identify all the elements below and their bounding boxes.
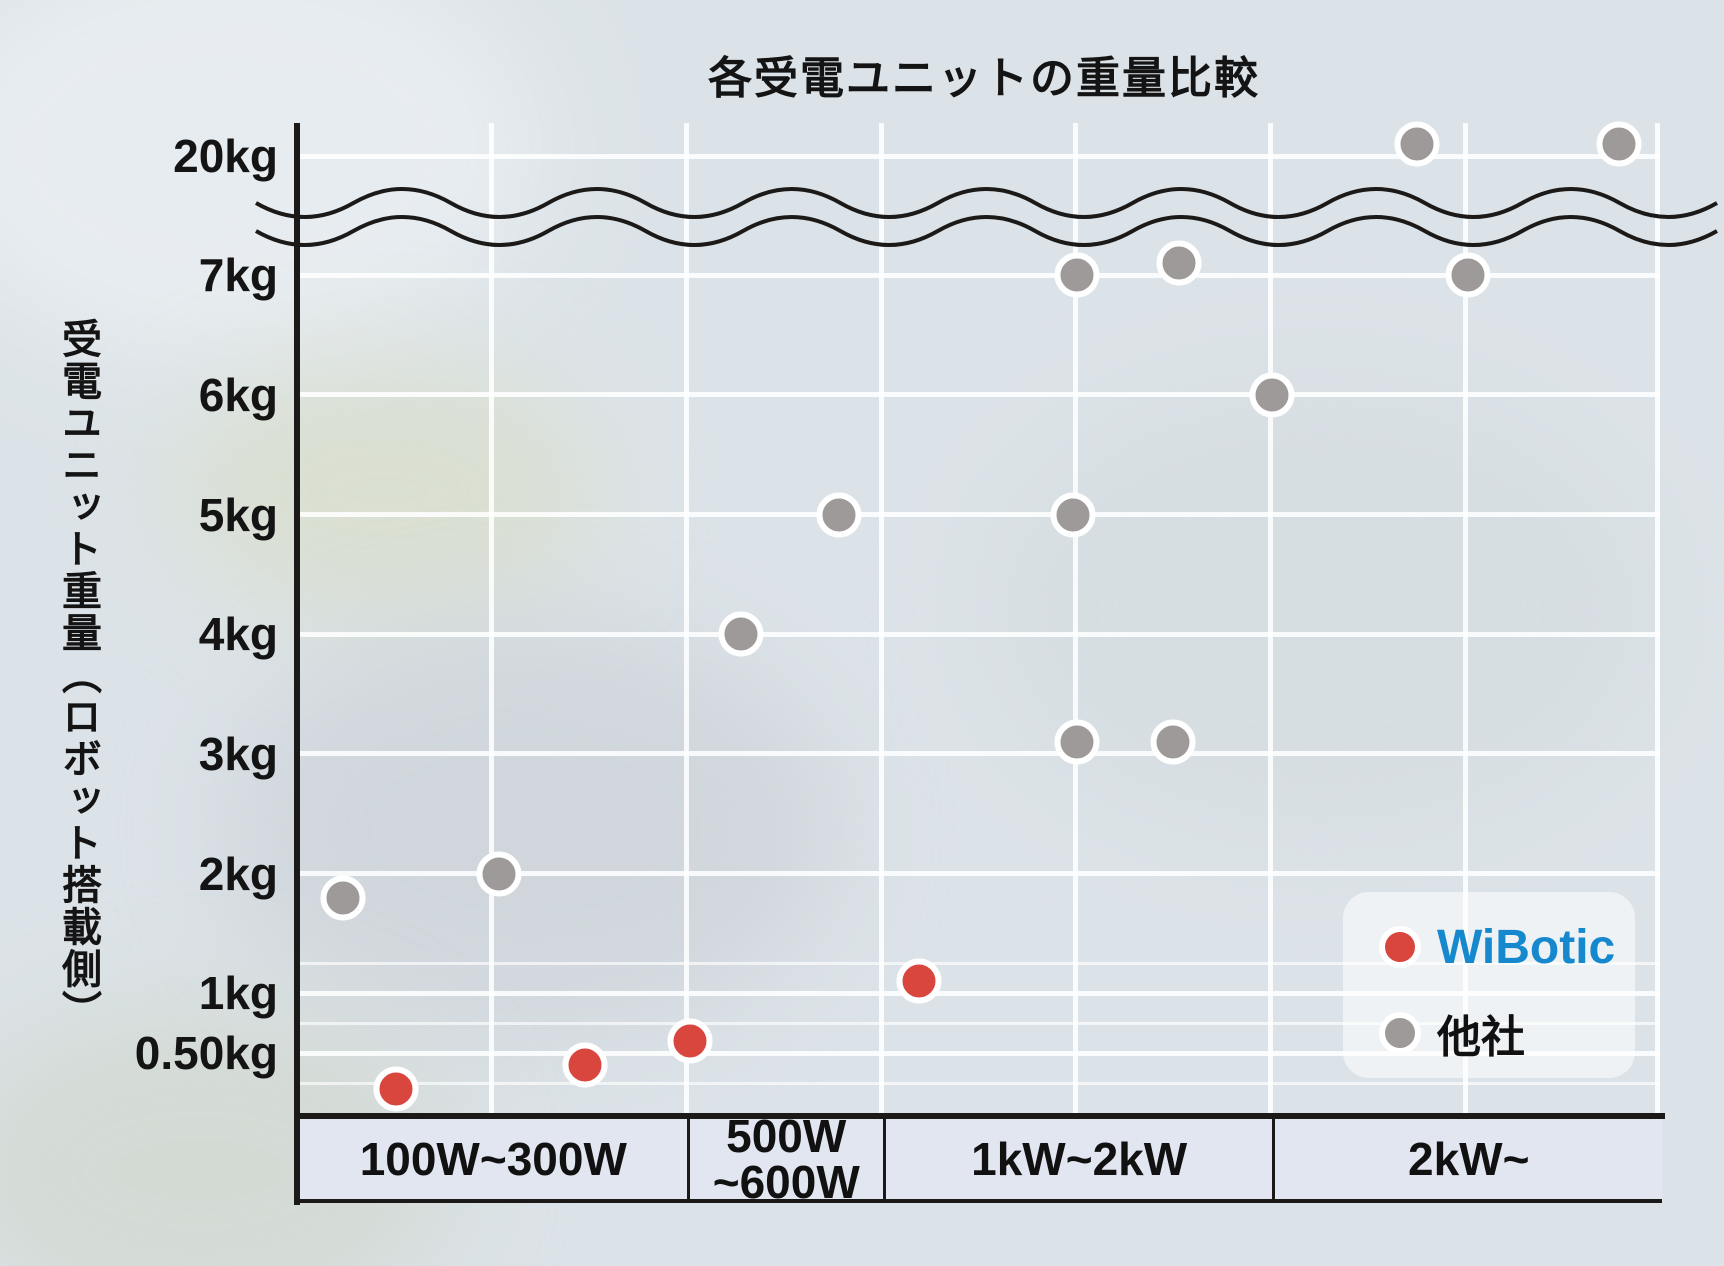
y-tick-label: 4kg bbox=[198, 608, 278, 661]
vertical-gridline bbox=[1462, 123, 1468, 1113]
horizontal-gridline bbox=[297, 392, 1660, 398]
plot-area bbox=[297, 121, 1660, 1113]
horizontal-gridline bbox=[297, 1050, 1660, 1056]
y-tick-label: 0.50kg bbox=[134, 1027, 278, 1080]
wibotic-data-dot bbox=[896, 958, 942, 1004]
vertical-gridline bbox=[878, 123, 884, 1113]
legend-item-other: 他社 bbox=[1343, 1003, 1635, 1063]
other-company-data-dot bbox=[1050, 492, 1096, 537]
other-company-data-dot bbox=[1054, 719, 1100, 765]
y-tick-label: 20kg bbox=[173, 130, 278, 182]
other-company-data-dot bbox=[1249, 372, 1295, 418]
x-axis-category-band: 100W~300W 500W ~600W 1kW~2kW 2kW~ bbox=[300, 1113, 1662, 1205]
horizontal-gridline bbox=[297, 153, 1660, 159]
y-axis-line bbox=[294, 123, 300, 1205]
horizontal-gridline bbox=[297, 751, 1660, 757]
vertical-gridline bbox=[683, 123, 689, 1113]
vertical-gridline bbox=[1073, 123, 1079, 1113]
wibotic-data-dot bbox=[562, 1042, 608, 1088]
y-tick-label: 3kg bbox=[198, 727, 278, 780]
other-company-data-dot bbox=[1445, 252, 1491, 298]
y-tick-label: 2kg bbox=[198, 847, 278, 900]
vertical-gridline bbox=[489, 123, 495, 1113]
y-tick-label: 7kg bbox=[198, 249, 278, 302]
horizontal-gridline bbox=[297, 871, 1660, 877]
y-tick-label: 5kg bbox=[198, 488, 278, 541]
horizontal-gridline bbox=[297, 990, 1660, 996]
horizontal-gridline bbox=[297, 512, 1660, 517]
other-company-data-dot bbox=[1156, 240, 1202, 286]
horizontal-minor-gridline bbox=[297, 1021, 1660, 1025]
y-tick-label: 6kg bbox=[198, 368, 278, 421]
x-category-label: 100W~300W bbox=[359, 1133, 627, 1185]
other-company-data-dot bbox=[718, 611, 764, 657]
y-axis-title: 受電ユニット重量（ロボット搭載側） bbox=[56, 318, 100, 1032]
horizontal-minor-gridline bbox=[297, 1081, 1660, 1085]
x-axis-line bbox=[294, 1113, 1665, 1119]
horizontal-gridline bbox=[297, 272, 1660, 278]
x-category-label: 2kW~ bbox=[1272, 1119, 1662, 1199]
y-tick-label: 1kg bbox=[198, 967, 278, 1020]
other-company-data-dot bbox=[816, 492, 862, 537]
other-company-data-dot bbox=[1596, 121, 1642, 167]
legend-label-other: 他社 bbox=[1437, 1013, 1525, 1062]
wibotic-data-dot bbox=[667, 1018, 713, 1064]
wibotic-data-dot bbox=[373, 1066, 419, 1112]
vertical-gridline bbox=[1268, 123, 1274, 1113]
other-company-data-dot bbox=[1150, 719, 1196, 765]
other-company-data-dot bbox=[320, 875, 366, 921]
x-category-label: 500W ~600W bbox=[686, 1113, 883, 1205]
legend-label-wibotic: WiBotic bbox=[1437, 920, 1616, 974]
other-company-data-dot bbox=[476, 851, 522, 897]
x-category-label: 1kW~2kW bbox=[882, 1119, 1273, 1199]
other-company-dot-icon bbox=[1379, 1012, 1421, 1054]
legend-item-wibotic: WiBotic bbox=[1343, 917, 1635, 977]
chart-title: 各受電ユニットの重量比較 bbox=[708, 54, 1260, 103]
horizontal-minor-gridline bbox=[297, 961, 1660, 965]
other-company-data-dot bbox=[1394, 121, 1440, 167]
other-company-data-dot bbox=[1054, 252, 1100, 298]
legend: WiBotic 他社 bbox=[1343, 892, 1635, 1078]
horizontal-gridline bbox=[297, 631, 1660, 637]
vertical-gridline bbox=[1655, 123, 1660, 1113]
wibotic-dot-icon bbox=[1379, 926, 1421, 968]
